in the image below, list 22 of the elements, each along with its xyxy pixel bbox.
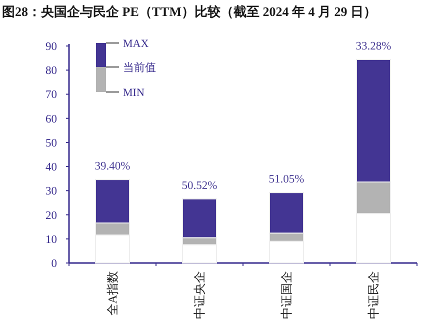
annotation: MAX [123, 38, 149, 50]
y-tick-label: 40 [46, 162, 58, 174]
x-tick-label: 中证民企 [366, 271, 380, 319]
y-tick-label: 70 [46, 89, 58, 102]
y-tick-label: 0 [51, 258, 58, 270]
annotation: 当前值 [123, 62, 156, 74]
chart-title: 图28：央国企与民企 PE（TTM）比较（截至 2024 年 4 月 29 日） [2, 4, 376, 19]
y-tick-label: 20 [46, 210, 58, 222]
annotation: 50.52% [182, 180, 218, 192]
y-tick-label: 30 [46, 186, 58, 198]
y-tick-label: 80 [46, 65, 58, 78]
y-tick-label: 60 [46, 113, 58, 126]
annotation: 33.28% [356, 40, 392, 52]
y-tick-label: 50 [46, 137, 58, 150]
x-tick-label: 中证国企 [280, 271, 294, 319]
y-tick-label: 10 [46, 234, 58, 246]
annotation: 39.40% [94, 160, 131, 173]
annotation: 51.05% [268, 174, 305, 186]
x-tick-label: 全A指数 [106, 271, 120, 316]
y-tick-label: 90 [46, 41, 58, 53]
x-tick-label: 中证央企 [192, 271, 206, 319]
annotation: MIN [123, 87, 144, 99]
